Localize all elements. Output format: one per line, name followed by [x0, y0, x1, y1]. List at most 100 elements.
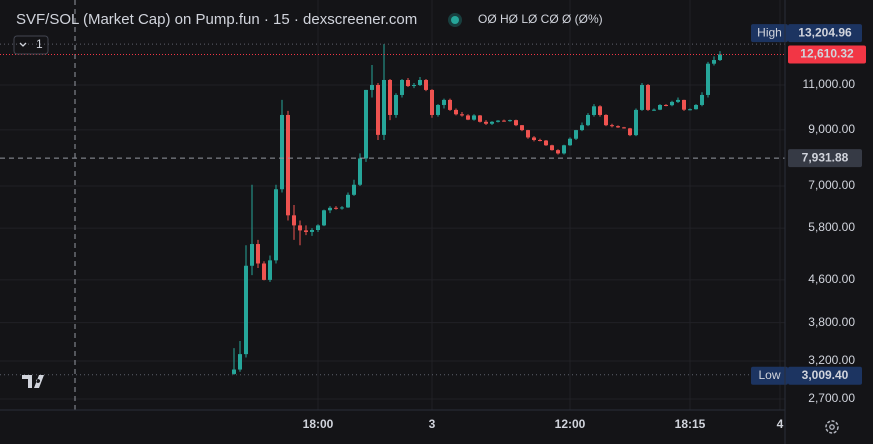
- y-tick-label: 2,700.00: [808, 391, 855, 405]
- candle-body: [268, 260, 272, 280]
- candle-body: [490, 121, 494, 124]
- candle-body: [412, 85, 416, 87]
- candle-body: [370, 85, 374, 90]
- price-value: 13,204.96: [798, 25, 852, 39]
- price-value-box: [788, 366, 862, 385]
- candle-body: [298, 225, 302, 231]
- candle-body: [622, 127, 626, 129]
- candle-body: [454, 109, 458, 115]
- status-dot: [451, 16, 459, 24]
- candle-body: [544, 140, 548, 146]
- candle-body: [448, 99, 452, 110]
- candle-body: [388, 79, 392, 115]
- candle-body: [598, 106, 602, 115]
- crosshair-label: 7,931.88: [802, 150, 849, 164]
- candle-body: [328, 207, 332, 211]
- candle-body: [556, 150, 560, 154]
- settings-icon[interactable]: [825, 420, 839, 434]
- grid: [0, 0, 785, 410]
- candle-body: [322, 210, 326, 226]
- candle-body: [418, 79, 422, 86]
- candle-body: [562, 145, 566, 154]
- candle-body: [406, 79, 410, 87]
- candle-body: [502, 120, 506, 122]
- candle-body: [688, 109, 692, 111]
- candle-body: [604, 114, 608, 126]
- candle-body: [316, 225, 320, 231]
- candle-body: [244, 265, 248, 355]
- crosshair-box: [788, 149, 862, 168]
- candle-body: [262, 263, 266, 280]
- candle-body: [442, 99, 446, 105]
- candle-body: [274, 189, 278, 261]
- candle-body: [712, 60, 716, 64]
- candle-body: [394, 94, 398, 115]
- last-price-box: [788, 45, 866, 64]
- candle-body: [250, 244, 254, 266]
- y-tick-label: 5,800.00: [808, 220, 855, 234]
- candle-body: [484, 121, 488, 124]
- candle-body: [700, 94, 704, 105]
- candle-body: [400, 79, 404, 95]
- indicator-toggle[interactable]: [13, 35, 49, 55]
- candle-body: [508, 120, 512, 122]
- candle-body: [586, 114, 590, 126]
- chevron-icon: [19, 42, 27, 47]
- candle-body: [280, 114, 284, 190]
- candle-body: [292, 215, 296, 226]
- candle-body: [436, 104, 440, 115]
- candle-body: [580, 125, 584, 131]
- price-name: Low: [758, 368, 780, 382]
- candle-body: [472, 115, 476, 120]
- candle-body: [238, 354, 242, 370]
- overlay: High 13,204.96 Low 3,009.40 12,610.32 7,931.8…: [0, 24, 866, 385]
- candle-body: [676, 99, 680, 102]
- candle-body: [568, 138, 572, 146]
- candle-body: [232, 369, 236, 374]
- candle-body: [694, 104, 698, 110]
- candle-body: [520, 125, 524, 131]
- candle-body: [664, 104, 668, 106]
- candle-body: [334, 207, 338, 209]
- candle-body: [256, 244, 260, 264]
- candles: [232, 44, 722, 375]
- candle-body: [340, 207, 344, 209]
- y-tick-label: 3,800.00: [808, 315, 855, 329]
- candle-body: [616, 126, 620, 128]
- indicator-count: 1: [36, 37, 43, 51]
- candle-body: [310, 230, 314, 232]
- candle-body: [430, 89, 434, 115]
- tradingview-logo[interactable]: [22, 375, 44, 388]
- candle-body: [352, 184, 356, 195]
- candle-body: [628, 128, 632, 136]
- candle-body: [364, 89, 368, 159]
- candle-body: [646, 85, 650, 110]
- y-tick-label: 4,600.00: [808, 272, 855, 286]
- candle-body: [550, 145, 554, 151]
- candle-body: [526, 130, 530, 138]
- candle-body: [358, 158, 362, 185]
- chart-title: SVF/SOL (Market Cap) on Pump.fun · 15 · …: [16, 11, 417, 28]
- price-name-box: [751, 24, 788, 43]
- candle-body: [610, 125, 614, 127]
- x-tick-label: 3: [429, 417, 436, 431]
- x-tick-label: 4: [777, 417, 784, 431]
- price-value: 3,009.40: [802, 368, 849, 382]
- candle-body: [496, 120, 500, 122]
- candle-body: [514, 120, 518, 126]
- candle-body: [346, 194, 350, 208]
- candle-body: [574, 130, 578, 139]
- ohlc-status: OØ HØ LØ CØ Ø (Ø%): [478, 12, 603, 26]
- candle-body: [670, 101, 674, 106]
- y-tick-label: 9,000.00: [808, 122, 855, 136]
- candle-body: [706, 63, 710, 95]
- y-tick-label: 3,200.00: [808, 353, 855, 367]
- candle-body: [376, 85, 380, 135]
- gear-inner: [829, 424, 835, 430]
- candle-body: [652, 109, 656, 111]
- y-tick-label: 11,000.00: [803, 77, 856, 91]
- candle-body: [718, 54, 722, 61]
